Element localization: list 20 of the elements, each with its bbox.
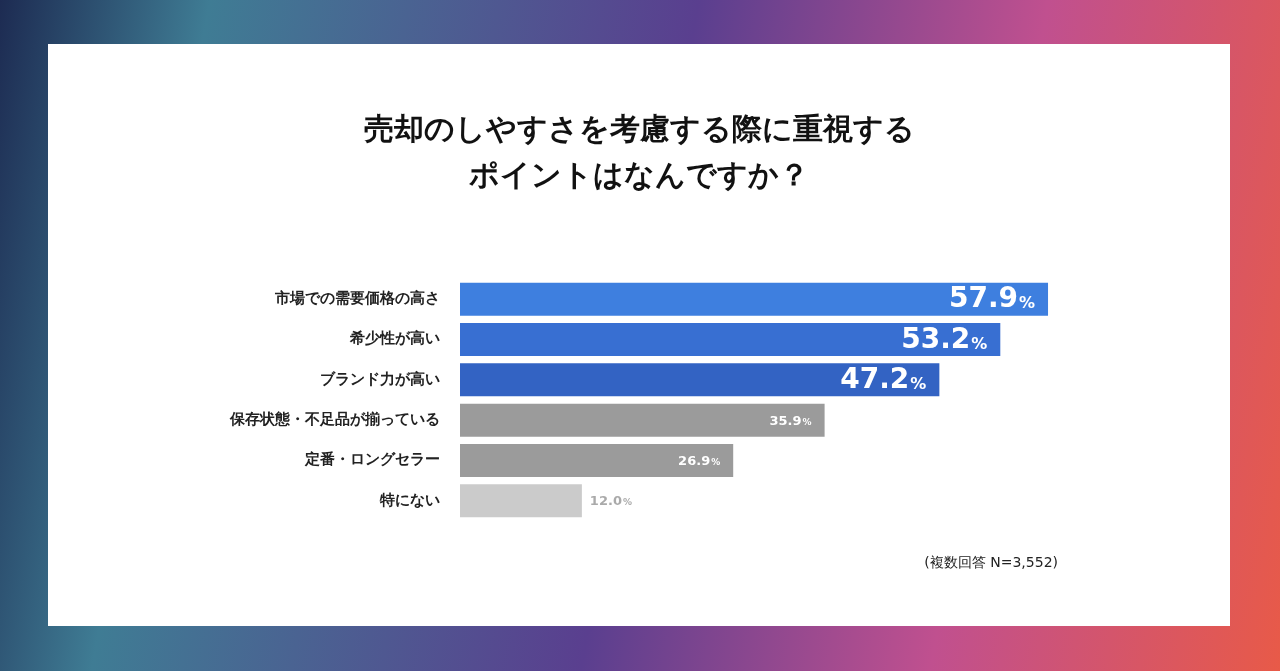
y-tick-label: 定番・ロングセラー <box>304 450 440 469</box>
data-label: 57.9% <box>948 281 1036 315</box>
y-tick-label: ブランド力が高い <box>320 369 440 388</box>
data-label: 12.0% <box>589 493 632 509</box>
data-label: 26.9% <box>678 452 721 468</box>
bar <box>460 322 1001 357</box>
chart-title: 売却のしやすさを考慮する際に重視するポイントはなんですか？ <box>362 110 916 194</box>
bar <box>460 484 582 518</box>
text: (複数回答 N=3,552) <box>924 554 1058 572</box>
y-tick-label: 保存状態・不足品が揃っている <box>229 410 440 429</box>
y-tick-label: 市場での需要価格の高さ <box>274 289 440 308</box>
y-tick-label: 特にない <box>379 490 440 509</box>
y-tick-label: 希少性が高い <box>349 329 440 348</box>
bar <box>460 403 825 437</box>
data-label: 53.2% <box>901 321 988 355</box>
data-label: 47.2% <box>840 362 927 396</box>
bar <box>460 443 734 478</box>
bar <box>460 282 1049 316</box>
bar <box>460 363 940 397</box>
data-label: 35.9% <box>769 412 812 428</box>
